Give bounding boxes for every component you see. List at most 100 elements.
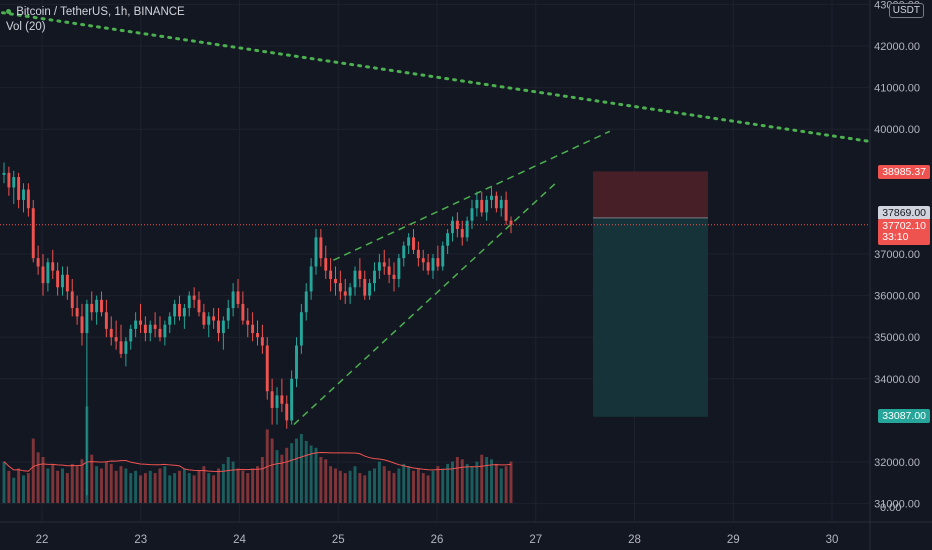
candle-body xyxy=(270,391,274,408)
drawing-lines[interactable] xyxy=(0,11,873,426)
volume-bar xyxy=(441,468,445,503)
volume-bar xyxy=(163,466,167,503)
volume-bar xyxy=(309,445,313,503)
volume-bar xyxy=(499,468,503,503)
bar-countdown: 33:10 xyxy=(882,231,909,243)
time-axis-label: 22 xyxy=(36,534,49,546)
candle-body xyxy=(402,245,406,259)
candle-body xyxy=(470,208,474,221)
symbol-title: Bitcoin / TetherUS, 1h, BINANCE xyxy=(16,6,185,18)
candle-body xyxy=(41,266,45,284)
volume-bar xyxy=(387,470,391,503)
candle-body xyxy=(382,262,386,267)
candle-body xyxy=(70,291,74,309)
volume-bar xyxy=(221,463,225,503)
candle-body xyxy=(290,378,294,421)
volume-bar xyxy=(480,454,484,503)
candle-body xyxy=(348,287,352,296)
volume-bar xyxy=(217,468,220,503)
price-axis-label: 42000.00 xyxy=(874,41,920,53)
long-term-trendline[interactable] xyxy=(1,11,873,144)
candle-body xyxy=(104,312,108,329)
candle-body xyxy=(202,312,206,325)
candle-body xyxy=(407,237,411,246)
candle-body xyxy=(309,266,313,292)
volume-bar xyxy=(270,438,274,503)
volume-bar xyxy=(343,473,347,503)
volume-bar xyxy=(61,468,64,503)
candle-body xyxy=(416,249,420,259)
candlesticks xyxy=(2,162,513,496)
candle-body xyxy=(465,220,469,238)
volume-bar xyxy=(168,475,172,503)
volume-bar xyxy=(334,468,337,503)
volume-bar xyxy=(465,463,469,503)
candle-body xyxy=(494,195,498,209)
volume-bar xyxy=(226,457,230,503)
volume-bar xyxy=(207,473,211,503)
position-zones[interactable] xyxy=(593,171,708,417)
time-axis-label: 28 xyxy=(628,534,641,546)
candle-body xyxy=(280,395,284,404)
volume-indicator-label: Vol (20) xyxy=(6,21,46,33)
volume-bar xyxy=(455,457,459,503)
candle-body xyxy=(431,258,435,271)
wedge-upper-line[interactable] xyxy=(332,130,611,261)
candle-body xyxy=(95,299,99,313)
volume-bar xyxy=(56,470,60,503)
candle-body xyxy=(499,199,503,209)
volume-bar xyxy=(12,477,16,503)
candle-body xyxy=(446,233,450,246)
candle-body xyxy=(275,395,279,408)
volume-bar xyxy=(46,468,50,503)
candle-body xyxy=(109,328,113,338)
price-axis-label: 37000.00 xyxy=(874,249,920,261)
candle-body xyxy=(65,274,69,292)
candle-body xyxy=(207,316,211,325)
candle-body xyxy=(148,324,152,334)
volume-bar xyxy=(51,463,55,503)
stop-loss-zone[interactable] xyxy=(593,171,708,218)
volume-bar xyxy=(7,470,11,503)
chart-legend: Bitcoin / TetherUS, 1h, BINANCE Vol (20) xyxy=(6,5,185,35)
volume-bar xyxy=(143,473,147,503)
candle-body xyxy=(51,262,55,271)
entry-price-tag: 37869.00 xyxy=(878,206,930,220)
candle-body xyxy=(387,266,391,275)
volume-legend-row[interactable]: Vol (20) xyxy=(6,20,185,35)
price-axis-label: 31000.00 xyxy=(874,499,920,511)
volume-bar xyxy=(124,468,128,503)
price-axis[interactable]: 43000.0042000.0041000.0040000.0037000.00… xyxy=(874,0,920,514)
candle-body xyxy=(485,199,489,213)
volume-bar xyxy=(114,470,118,503)
candle-body xyxy=(256,333,259,338)
candle-body xyxy=(221,320,225,334)
take-profit-zone[interactable] xyxy=(593,217,708,417)
time-axis-label: 26 xyxy=(431,534,444,546)
price-axis-label: 35000.00 xyxy=(874,332,920,344)
candle-body xyxy=(17,177,21,200)
candle-body xyxy=(241,303,245,321)
volume-bar xyxy=(236,468,240,503)
currency-badge[interactable]: USDT xyxy=(888,3,924,18)
volume-bar xyxy=(256,466,259,503)
volume-bar xyxy=(197,470,201,503)
candle-body xyxy=(329,270,333,279)
candle-body xyxy=(412,237,415,250)
symbol-legend-row[interactable]: Bitcoin / TetherUS, 1h, BINANCE xyxy=(6,5,185,20)
volume-bar xyxy=(212,475,216,503)
candle-body xyxy=(397,258,401,279)
last-price-value: 37702.10 xyxy=(882,220,926,232)
candle-body xyxy=(36,258,40,267)
candle-body xyxy=(173,303,177,317)
candle-body xyxy=(158,328,162,338)
volume-bar xyxy=(324,459,328,503)
candle-body xyxy=(314,237,318,267)
candle-body xyxy=(251,324,255,334)
candle-body xyxy=(114,337,118,342)
time-axis[interactable]: 22 23 24 25 26 27 28 29 30 xyxy=(36,534,839,546)
candle-body xyxy=(265,345,269,392)
volume-bar xyxy=(109,463,113,503)
